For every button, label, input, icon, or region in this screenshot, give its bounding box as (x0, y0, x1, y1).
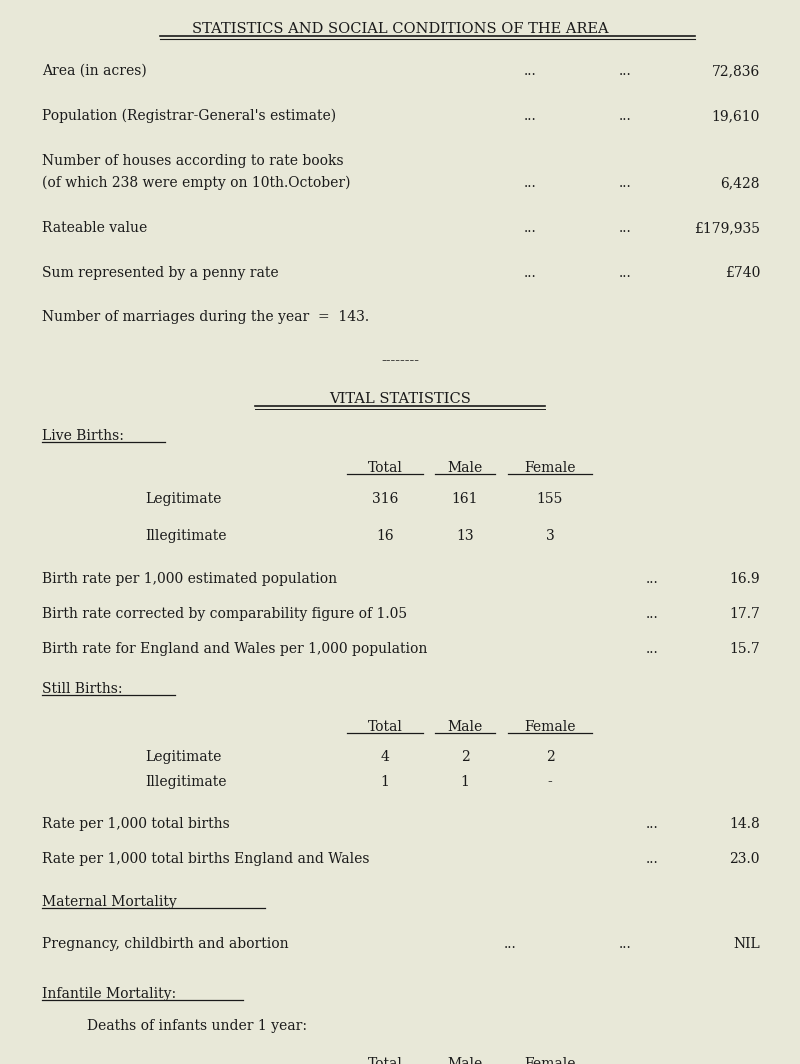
Text: 6,428: 6,428 (721, 176, 760, 190)
Text: Still Births:: Still Births: (42, 682, 122, 696)
Text: (of which 238 were empty on 10th.October): (of which 238 were empty on 10th.October… (42, 176, 350, 190)
Text: Illegitimate: Illegitimate (145, 529, 226, 543)
Text: Birth rate per 1,000 estimated population: Birth rate per 1,000 estimated populatio… (42, 572, 337, 586)
Text: ...: ... (618, 221, 631, 235)
Text: --------: -------- (381, 354, 419, 368)
Text: Female: Female (524, 461, 576, 475)
Text: VITAL STATISTICS: VITAL STATISTICS (329, 392, 471, 406)
Text: Female: Female (524, 1057, 576, 1064)
Text: 3: 3 (546, 529, 554, 543)
Text: 19,610: 19,610 (712, 109, 760, 123)
Text: ...: ... (618, 937, 631, 951)
Text: ...: ... (646, 606, 658, 621)
Text: ...: ... (646, 852, 658, 866)
Text: Rate per 1,000 total births: Rate per 1,000 total births (42, 817, 230, 831)
Text: 14.8: 14.8 (730, 817, 760, 831)
Text: 2: 2 (461, 750, 470, 764)
Text: Birth rate corrected by comparability figure of 1.05: Birth rate corrected by comparability fi… (42, 606, 407, 621)
Text: 72,836: 72,836 (712, 64, 760, 78)
Text: Infantile Mortality:: Infantile Mortality: (42, 987, 176, 1001)
Text: 16: 16 (376, 529, 394, 543)
Text: 1: 1 (461, 775, 470, 789)
Text: 1: 1 (381, 775, 390, 789)
Text: Total: Total (367, 720, 402, 734)
Text: 316: 316 (372, 492, 398, 506)
Text: ...: ... (618, 109, 631, 123)
Text: ...: ... (524, 221, 536, 235)
Text: ...: ... (646, 572, 658, 586)
Text: Population (Registrar-General's estimate): Population (Registrar-General's estimate… (42, 109, 336, 123)
Text: ...: ... (524, 266, 536, 280)
Text: Live Births:: Live Births: (42, 429, 124, 443)
Text: ...: ... (618, 266, 631, 280)
Text: 155: 155 (537, 492, 563, 506)
Text: Birth rate for England and Wales per 1,000 population: Birth rate for England and Wales per 1,0… (42, 642, 427, 656)
Text: ...: ... (524, 176, 536, 190)
Text: Pregnancy, childbirth and abortion: Pregnancy, childbirth and abortion (42, 937, 289, 951)
Text: ...: ... (524, 109, 536, 123)
Text: Deaths of infants under 1 year:: Deaths of infants under 1 year: (87, 1019, 307, 1033)
Text: Number of houses according to rate books: Number of houses according to rate books (42, 154, 344, 168)
Text: Rateable value: Rateable value (42, 221, 147, 235)
Text: 16.9: 16.9 (730, 572, 760, 586)
Text: ...: ... (618, 176, 631, 190)
Text: Male: Male (447, 461, 482, 475)
Text: 4: 4 (381, 750, 390, 764)
Text: ...: ... (646, 642, 658, 656)
Text: Illegitimate: Illegitimate (145, 775, 226, 789)
Text: £740: £740 (725, 266, 760, 280)
Text: 13: 13 (456, 529, 474, 543)
Text: 17.7: 17.7 (729, 606, 760, 621)
Text: Number of marriages during the year  =  143.: Number of marriages during the year = 14… (42, 310, 369, 325)
Text: Male: Male (447, 720, 482, 734)
Text: Area (in acres): Area (in acres) (42, 64, 146, 78)
Text: ...: ... (524, 64, 536, 78)
Text: Total: Total (367, 1057, 402, 1064)
Text: ...: ... (504, 937, 516, 951)
Text: Maternal Mortality: Maternal Mortality (42, 895, 177, 909)
Text: Female: Female (524, 720, 576, 734)
Text: Rate per 1,000 total births England and Wales: Rate per 1,000 total births England and … (42, 852, 370, 866)
Text: Male: Male (447, 1057, 482, 1064)
Text: 15.7: 15.7 (730, 642, 760, 656)
Text: Legitimate: Legitimate (145, 750, 222, 764)
Text: Total: Total (367, 461, 402, 475)
Text: Legitimate: Legitimate (145, 492, 222, 506)
Text: ...: ... (618, 64, 631, 78)
Text: NIL: NIL (734, 937, 760, 951)
Text: -: - (548, 775, 552, 789)
Text: STATISTICS AND SOCIAL CONDITIONS OF THE AREA: STATISTICS AND SOCIAL CONDITIONS OF THE … (192, 22, 608, 36)
Text: 23.0: 23.0 (730, 852, 760, 866)
Text: £179,935: £179,935 (694, 221, 760, 235)
Text: Sum represented by a penny rate: Sum represented by a penny rate (42, 266, 278, 280)
Text: ...: ... (646, 817, 658, 831)
Text: 2: 2 (546, 750, 554, 764)
Text: 161: 161 (452, 492, 478, 506)
